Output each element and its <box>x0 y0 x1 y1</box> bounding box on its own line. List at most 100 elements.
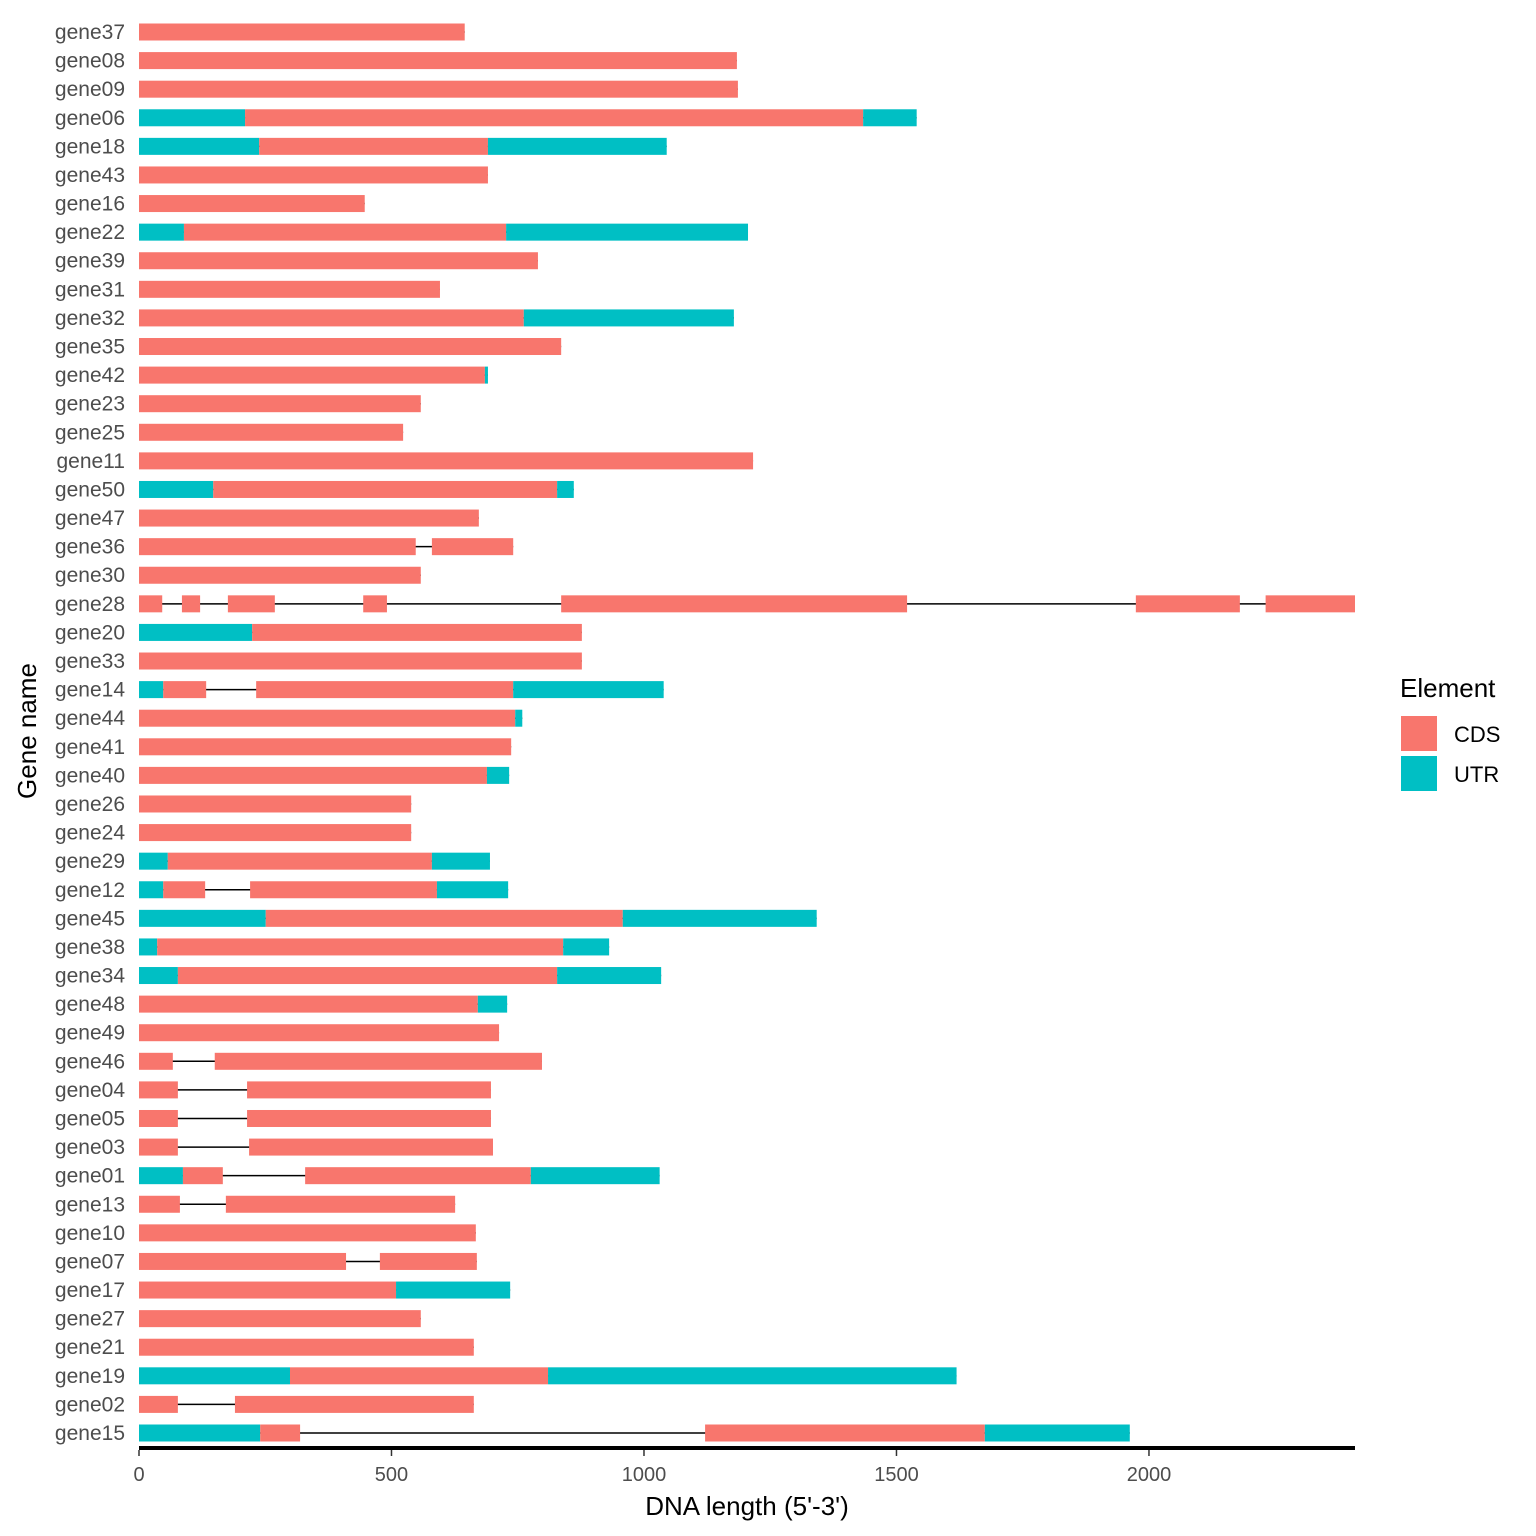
y-tick-label: gene48 <box>55 993 125 1016</box>
x-tick-label: 0 <box>133 1464 144 1486</box>
gene-row: gene44 <box>55 707 523 730</box>
segment-utr <box>530 1167 660 1185</box>
y-tick-label: gene05 <box>55 1107 125 1130</box>
y-tick-label: gene38 <box>55 936 125 959</box>
segment-cds <box>247 1081 491 1099</box>
segment-cds <box>139 166 488 184</box>
gene-row: gene39 <box>55 250 538 273</box>
y-tick-label: gene36 <box>55 536 125 559</box>
gene-row: gene11 <box>56 450 754 473</box>
segment-utr <box>484 366 488 384</box>
gene-row: gene17 <box>55 1279 511 1302</box>
segment-utr <box>139 137 260 155</box>
segment-cds <box>139 1395 178 1413</box>
segment-utr <box>477 995 508 1013</box>
segment-cds <box>363 595 387 613</box>
legend-label-utr: UTR <box>1454 762 1499 787</box>
gene-row: gene34 <box>55 965 662 988</box>
segment-utr <box>139 1167 183 1185</box>
segment-utr <box>486 766 510 784</box>
segment-cds <box>181 595 201 613</box>
segment-cds <box>139 23 465 41</box>
y-tick-label: gene42 <box>55 364 125 387</box>
segment-cds <box>379 1252 477 1270</box>
segment-cds <box>252 623 582 641</box>
gene-row: gene04 <box>55 1079 491 1102</box>
y-tick-label: gene04 <box>55 1079 125 1102</box>
gene-row: gene45 <box>55 907 817 930</box>
segment-utr <box>487 137 667 155</box>
y-tick-label: gene12 <box>55 879 125 902</box>
y-tick-label: gene50 <box>55 478 125 501</box>
segment-utr <box>863 109 917 127</box>
y-tick-label: gene01 <box>55 1165 125 1188</box>
segment-cds <box>139 738 512 756</box>
gene-row: gene30 <box>55 564 421 587</box>
y-tick-label: gene30 <box>55 564 125 587</box>
segment-cds <box>139 709 516 727</box>
y-tick-label: gene37 <box>55 21 125 44</box>
y-tick-label: gene25 <box>55 421 125 444</box>
gene-row: gene50 <box>55 478 574 501</box>
x-tick-label: 500 <box>375 1464 408 1486</box>
segment-cds <box>1265 595 1355 613</box>
segment-cds <box>139 309 524 327</box>
y-tick-label: gene11 <box>56 450 125 473</box>
gene-row: gene27 <box>55 1308 421 1331</box>
segment-cds <box>183 223 507 241</box>
y-tick-label: gene41 <box>55 736 125 759</box>
legend-title: Element <box>1400 673 1496 703</box>
y-tick-label: gene47 <box>55 507 125 530</box>
gene-row: gene13 <box>55 1193 456 1216</box>
segment-cds <box>561 595 908 613</box>
gene-row: gene38 <box>55 936 610 959</box>
segment-cds <box>139 252 538 270</box>
legend-key-utr <box>1401 756 1437 791</box>
y-tick-label: gene49 <box>55 1022 125 1045</box>
y-tick-label: gene44 <box>55 707 125 730</box>
segment-cds <box>139 795 412 813</box>
segment-cds <box>139 1024 500 1042</box>
y-tick-label: gene45 <box>55 907 125 930</box>
x-tick-label: 1000 <box>622 1464 667 1486</box>
segment-utr <box>139 623 253 641</box>
segment-cds <box>139 280 440 298</box>
segment-cds <box>289 1367 549 1385</box>
legend: Element CDS UTR <box>1400 673 1500 791</box>
gene-row: gene28 <box>55 593 1355 616</box>
segment-cds <box>260 1424 301 1442</box>
y-tick-label: gene46 <box>55 1050 125 1073</box>
gene-row: gene05 <box>55 1107 491 1130</box>
y-tick-label: gene32 <box>55 307 125 330</box>
segment-cds <box>139 80 738 98</box>
gene-row: gene09 <box>55 78 738 101</box>
legend-key-cds <box>1401 716 1437 751</box>
y-tick-label: gene35 <box>55 336 125 359</box>
y-tick-label: gene02 <box>55 1393 125 1416</box>
segment-utr <box>436 881 509 899</box>
segment-cds <box>213 480 558 498</box>
gene-row: gene24 <box>55 822 412 845</box>
y-tick-label: gene34 <box>55 965 125 988</box>
gene-row: gene40 <box>55 764 510 787</box>
segment-cds <box>139 1338 474 1356</box>
segment-cds <box>305 1167 531 1185</box>
segment-cds <box>705 1424 985 1442</box>
gene-row: gene41 <box>55 736 512 759</box>
segment-utr <box>513 681 664 699</box>
y-tick-label: gene07 <box>55 1250 125 1273</box>
segment-cds <box>139 52 737 70</box>
segment-cds <box>256 681 514 699</box>
segment-cds <box>265 909 623 927</box>
y-tick-label: gene03 <box>55 1136 125 1159</box>
y-tick-label: gene24 <box>55 822 125 845</box>
segment-utr <box>523 309 734 327</box>
y-tick-label: gene18 <box>55 135 125 158</box>
y-tick-label: gene21 <box>55 1336 125 1359</box>
y-tick-label: gene10 <box>55 1222 125 1245</box>
gene-row: gene14 <box>55 679 664 702</box>
gene-row: gene03 <box>55 1136 493 1159</box>
segment-cds <box>139 1052 173 1070</box>
segment-utr <box>563 938 610 956</box>
segment-cds <box>139 509 479 527</box>
